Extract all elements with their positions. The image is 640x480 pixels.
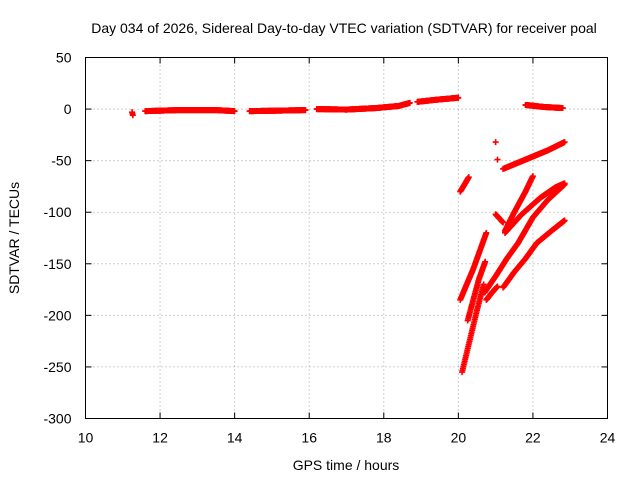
data-point [561, 180, 568, 187]
data-series-segment [483, 283, 501, 303]
data-point [561, 217, 568, 224]
x-tick-label: 12 [152, 430, 168, 446]
chart-title: Day 034 of 2026, Sidereal Day-to-day VTE… [91, 20, 597, 36]
y-tick-label: -100 [43, 204, 71, 220]
data-series-segment [500, 217, 568, 291]
data-series-segment [501, 180, 568, 236]
data-point [480, 281, 487, 288]
x-tick-label: 22 [525, 430, 541, 446]
y-tick-label: -200 [43, 307, 71, 323]
data-point [500, 219, 507, 226]
x-tick-label: 20 [451, 430, 467, 446]
data-point [231, 108, 238, 115]
x-tick-label: 14 [227, 430, 243, 446]
data-series-segment [501, 173, 536, 234]
y-tick-labels: -300 -250 -200 -150 -100 -50 0 50 [43, 50, 71, 427]
y-tick-label: -150 [43, 256, 71, 272]
data-point [494, 283, 501, 290]
data-point [465, 174, 472, 181]
data-series-segment [481, 181, 568, 296]
data-point [482, 258, 489, 265]
data-series-segment [457, 229, 490, 303]
data-series-segment [457, 174, 472, 195]
data-point [302, 107, 309, 114]
data-series-segment [313, 99, 413, 113]
x-tick-label: 16 [301, 430, 317, 446]
data-point [529, 173, 536, 180]
data-series-segment [142, 107, 238, 115]
data-point [483, 229, 490, 236]
y-tick-label: 0 [64, 101, 72, 117]
data-series-segment [500, 139, 568, 172]
y-axis-title: SDTVAR / TECUs [6, 182, 22, 294]
x-axis-title: GPS time / hours [293, 457, 400, 473]
data-point [492, 139, 499, 146]
plot-frame [85, 57, 608, 419]
data-series-segment [492, 139, 499, 146]
data-series-segment [129, 109, 136, 119]
data-point [129, 112, 136, 119]
data-series-segment [494, 156, 501, 163]
x-tick-label: 18 [376, 430, 392, 446]
data-point [494, 156, 501, 163]
data-point [406, 99, 413, 106]
x-tick-labels: 10 12 14 16 18 20 22 24 [78, 430, 616, 446]
data-point [559, 105, 566, 112]
data-series-segment [522, 101, 566, 112]
data-point [561, 139, 568, 146]
data-series-segment [492, 211, 507, 226]
y-tick-label: -50 [51, 153, 71, 169]
data-points [129, 94, 568, 376]
y-tick-label: -250 [43, 359, 71, 375]
data-point [455, 94, 462, 101]
data-series-segment [464, 258, 489, 324]
y-tick-label: 50 [56, 50, 72, 66]
x-tick-label: 10 [78, 430, 94, 446]
x-tick-label: 24 [600, 430, 616, 446]
y-tick-label: -300 [43, 411, 71, 427]
data-series-segment [246, 107, 309, 115]
data-series-segment [414, 94, 462, 105]
